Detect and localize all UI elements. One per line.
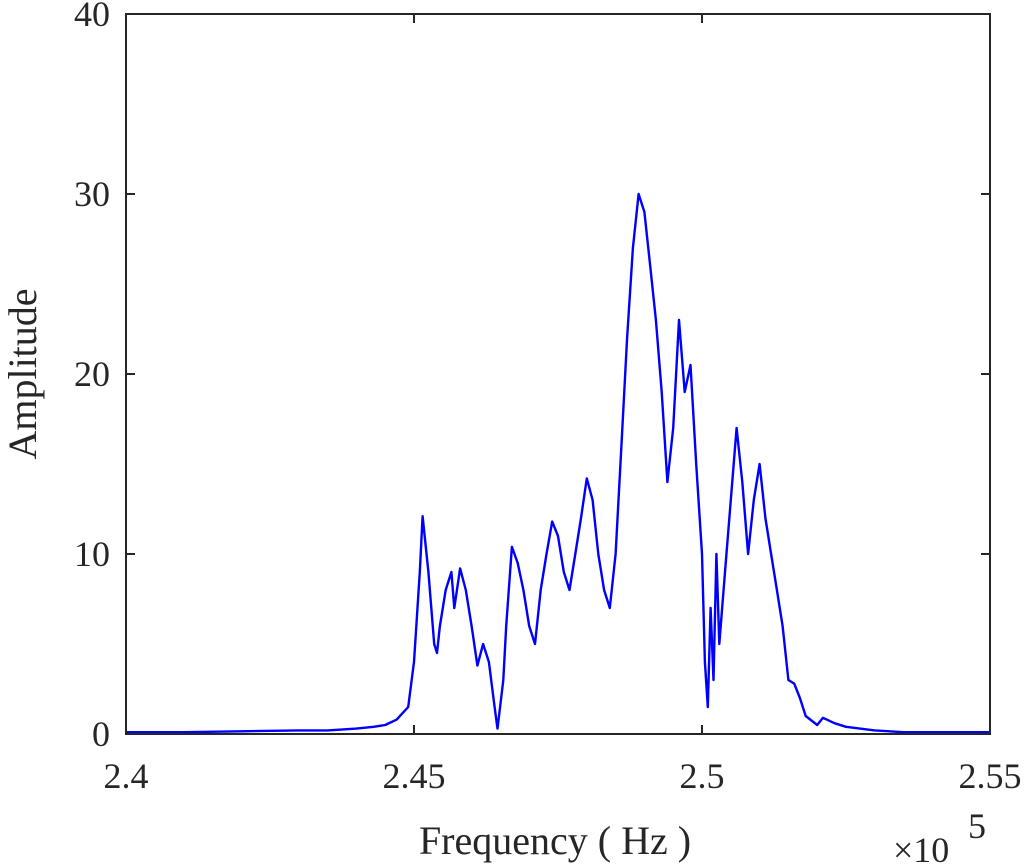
series-layer xyxy=(126,192,990,734)
y-tick-label: 0 xyxy=(92,714,110,754)
series-line-0 xyxy=(126,192,990,734)
x-axis-title: Frequency ( Hz ) xyxy=(419,818,691,863)
y-tick-label: 20 xyxy=(74,354,110,394)
x-exponent-base: ×10 xyxy=(893,830,949,864)
x-tick-label: 2.5 xyxy=(680,756,725,796)
x-exponent-power: 5 xyxy=(968,806,986,846)
axis-ticks xyxy=(125,13,991,735)
y-tick-labels: 0 10 20 30 40 xyxy=(74,0,110,754)
y-tick-label: 30 xyxy=(74,174,110,214)
x-tick-label: 2.4 xyxy=(104,756,149,796)
plot-frame xyxy=(125,13,991,735)
y-axis-title: Amplitude xyxy=(0,288,45,459)
x-tick-labels: 2.4 2.45 2.5 2.55 xyxy=(104,756,1022,796)
x-tick-label: 2.45 xyxy=(383,756,446,796)
x-tick-label: 2.55 xyxy=(959,756,1022,796)
y-tick-label: 10 xyxy=(74,534,110,574)
y-tick-label: 40 xyxy=(74,0,110,34)
